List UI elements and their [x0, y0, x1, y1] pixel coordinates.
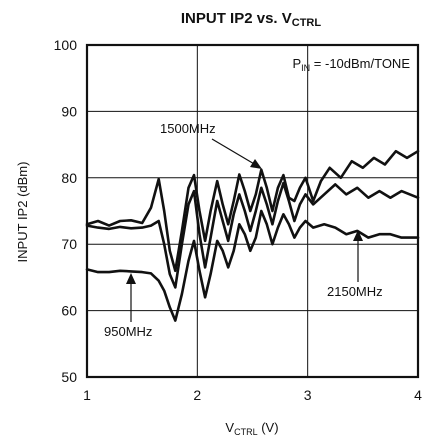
x-axis-label: VCTRL (V) — [225, 420, 278, 437]
series-line-1500mhz — [85, 149, 420, 273]
x-tick-label: 4 — [414, 387, 422, 403]
y-tick-label: 60 — [61, 303, 77, 319]
y-tick-label: 80 — [61, 170, 77, 186]
arrowhead-1500mhz — [250, 159, 262, 169]
condition-label: PIN = -10dBm/TONE — [293, 56, 411, 73]
arrowhead-950mhz — [126, 273, 136, 284]
y-tick-label: 70 — [61, 236, 77, 252]
y-axis-label: INPUT IP2 (dBm) — [15, 162, 30, 263]
x-tick-label: 2 — [193, 387, 201, 403]
x-tick-label: 1 — [83, 387, 91, 403]
y-tick-label: 100 — [54, 37, 78, 53]
arrow-1500mhz — [211, 138, 257, 166]
label-950mhz: 950MHz — [104, 324, 152, 339]
plot-frame — [85, 43, 420, 379]
curve-layer — [85, 149, 420, 322]
tick-label-layer: 1 2 3 4 50 60 70 80 90 100 — [54, 37, 422, 403]
arrowhead-2150mhz — [353, 230, 363, 241]
y-tick-label: 90 — [61, 103, 77, 119]
series-line-2150mhz — [85, 181, 420, 289]
chart-title: INPUT IP2 vs. VCTRL — [181, 10, 321, 29]
label-2150mhz: 2150MHz — [327, 284, 383, 299]
y-tick-label: 50 — [61, 369, 77, 385]
label-1500mhz: 1500MHz — [160, 121, 216, 136]
series-line-950mhz — [85, 209, 420, 322]
x-tick-label: 3 — [304, 387, 312, 403]
